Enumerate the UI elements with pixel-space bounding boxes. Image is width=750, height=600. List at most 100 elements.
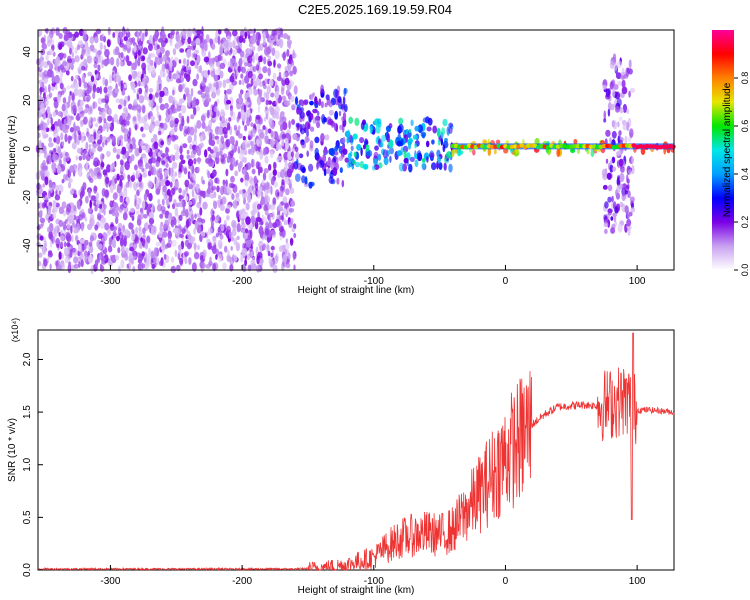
spectrogram-cell xyxy=(334,145,339,152)
spectrogram-cell xyxy=(280,169,285,179)
spectrogram-cell xyxy=(183,34,187,39)
spectrogram-cell xyxy=(204,125,209,132)
spectrogram-cell xyxy=(262,66,268,74)
spectrogram-cell xyxy=(320,101,324,109)
spectrogram-cell xyxy=(128,74,133,82)
spectrogram-cell xyxy=(148,100,154,108)
spectrogram-cell xyxy=(199,142,204,148)
spectrogram-cell xyxy=(138,87,143,95)
spectrogram-cell xyxy=(125,30,131,38)
spectrogram-cell xyxy=(65,30,71,36)
spectrogram-cell xyxy=(309,100,314,106)
spectrogram-cell xyxy=(89,36,95,45)
spectrogram-cell xyxy=(143,214,148,219)
spectrogram-cell xyxy=(170,256,175,263)
spectrogram-cell xyxy=(104,104,110,114)
spectrogram-cell xyxy=(312,108,318,114)
spectrogram-cell xyxy=(437,139,441,146)
spectrogram-cell xyxy=(282,196,288,203)
spectrogram-cell xyxy=(184,188,188,195)
spectrogram-cell xyxy=(619,172,625,183)
spectrogram-cell xyxy=(165,116,169,123)
spectrogram-cell xyxy=(201,263,206,269)
spectrogram-cell xyxy=(79,99,85,106)
spectrogram-cell xyxy=(79,106,84,112)
spectrogram-cell xyxy=(72,193,78,199)
spectrogram-cell xyxy=(81,73,85,81)
spectrogram-cell xyxy=(222,262,227,270)
spectrogram-cell xyxy=(624,205,629,214)
spectrogram-cell xyxy=(254,52,259,62)
spectrogram-cell xyxy=(296,107,300,115)
spectrogram-cell xyxy=(141,116,147,124)
spectrogram-cell xyxy=(410,119,414,127)
spectrogram-cell xyxy=(174,151,180,161)
spectrogram-cell xyxy=(373,151,379,159)
spectrogram-cell xyxy=(76,44,81,51)
spectrogram-cell xyxy=(57,118,61,127)
snr-x-tick-label: -100 xyxy=(364,576,384,587)
spectrogram-cell xyxy=(408,128,411,134)
spectrogram-cell xyxy=(56,94,61,103)
spectrogram-cell xyxy=(57,146,61,155)
spectrogram-cell xyxy=(262,216,268,223)
spectrogram-cell xyxy=(59,41,65,48)
spectrogram-cell xyxy=(264,78,268,85)
spectrogram-cell xyxy=(41,165,48,171)
spectrogram-cell xyxy=(209,38,214,45)
spectrogram-cell xyxy=(414,159,419,168)
spectrogram-cell xyxy=(107,228,112,235)
spectrogram-cell xyxy=(228,49,232,56)
spectrogram-cell xyxy=(291,104,296,109)
spectrogram-cell xyxy=(382,149,388,159)
spectrogram-cell xyxy=(328,102,333,108)
spectrogram-cell xyxy=(613,62,618,72)
spectrogram-cell xyxy=(43,236,46,244)
spectrogram-frame xyxy=(37,29,675,271)
spectrogram-cell xyxy=(629,87,636,93)
spectrogram-cell xyxy=(184,257,188,265)
spectrogram-cell xyxy=(51,162,57,171)
spectrogram-cell xyxy=(291,119,296,125)
spectrogram-cell xyxy=(150,151,154,161)
spectrogram-cell xyxy=(244,258,248,267)
spectrogram-cell xyxy=(270,131,274,138)
spectrogram-cell xyxy=(138,95,145,104)
spectrogram-cell xyxy=(172,154,176,162)
spectrogram-cell xyxy=(602,184,608,190)
spectrogram-cell xyxy=(238,79,242,86)
spectrogram-cell xyxy=(161,239,165,248)
spectrogram-cell xyxy=(259,43,264,51)
spectrogram-cell xyxy=(213,105,219,113)
spectrogram-cell xyxy=(242,37,246,44)
spectrogram-cell xyxy=(260,191,264,198)
colorbar-tick-label: 0.4 xyxy=(740,168,750,181)
spectrogram-cell xyxy=(39,86,43,96)
spectrogram-cell xyxy=(141,167,145,173)
spectrogram-cell xyxy=(128,262,132,268)
spectrogram-cell xyxy=(75,226,79,234)
spectrogram-cell xyxy=(47,68,53,78)
spectrogram-cell xyxy=(62,221,67,231)
spectrogram-cell xyxy=(213,200,218,210)
spectrogram-cell xyxy=(231,157,236,167)
spectrogram-cell xyxy=(290,151,294,158)
spectrogram-cell xyxy=(288,120,291,130)
spectrogram-cell xyxy=(60,90,65,96)
spectrogram-cell xyxy=(193,106,197,116)
spectrogram-cell xyxy=(343,103,348,113)
spectrogram-cell xyxy=(103,207,106,216)
spectrogram-cell xyxy=(212,263,217,272)
spectrogram-cell xyxy=(64,133,68,143)
spectrogram-cell xyxy=(281,77,287,86)
spectrogram-cell xyxy=(244,173,250,182)
spectrogram-cell xyxy=(87,71,93,77)
spectrogram-cell xyxy=(610,227,616,234)
spectrogram-cell xyxy=(82,30,87,35)
spectrogram-cell xyxy=(250,215,255,224)
spectrogram-cell xyxy=(228,182,234,189)
spectrogram-cell xyxy=(134,164,138,171)
spectrogram-cell xyxy=(243,104,247,113)
spectrogram-cell xyxy=(141,200,146,210)
